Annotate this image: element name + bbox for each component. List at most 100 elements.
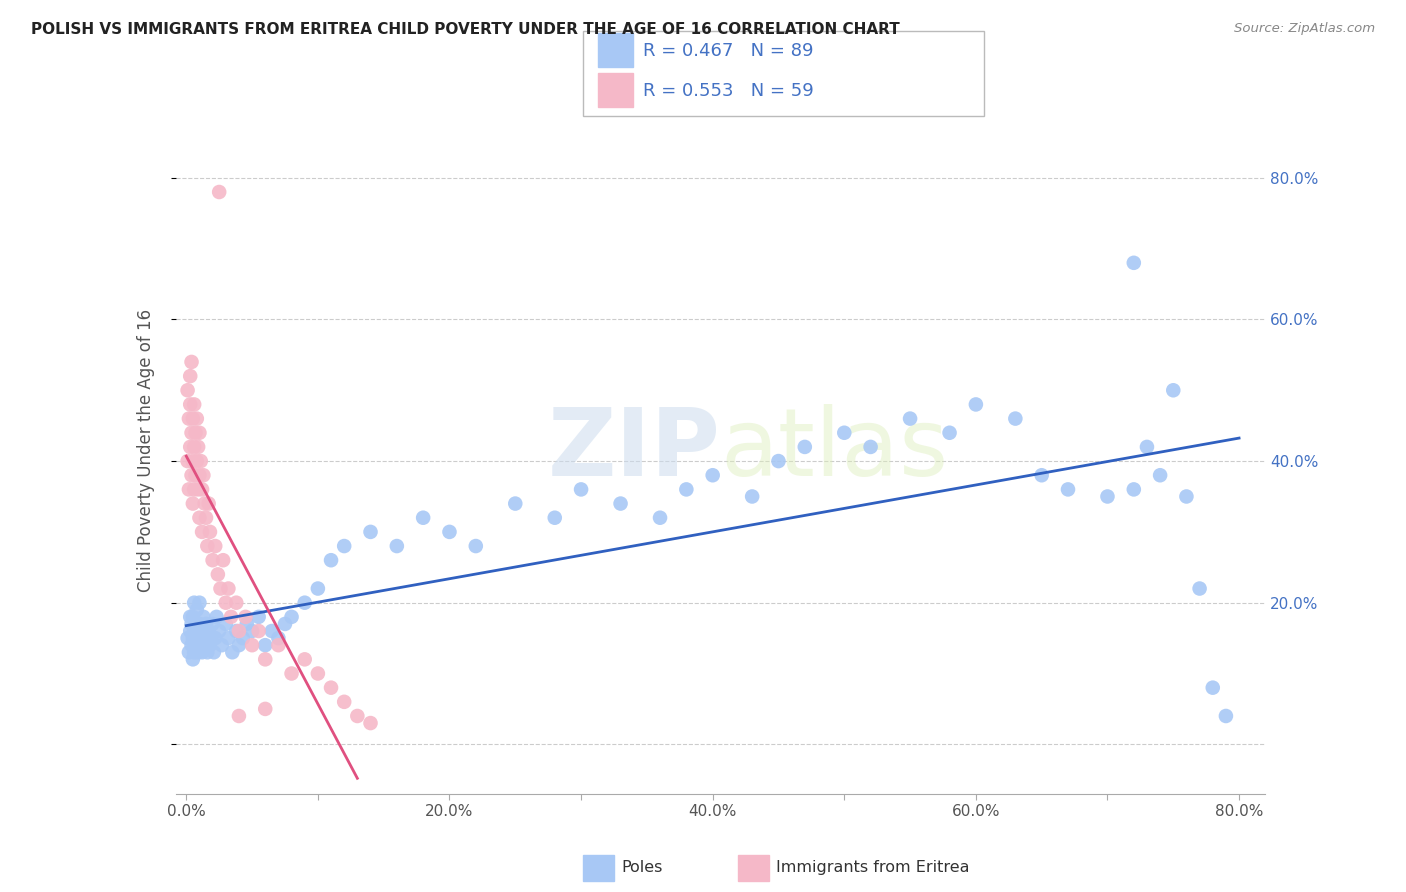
Point: [205, 610, 228, 624]
Bar: [598, 33, 633, 67]
Point: [768, 454, 790, 468]
FancyBboxPatch shape: [583, 31, 984, 116]
Point: [307, 582, 329, 596]
Point: [240, 624, 263, 638]
Text: R = 0.553   N = 59: R = 0.553 N = 59: [643, 82, 813, 100]
Point: [186, 454, 208, 468]
Point: [1122, 256, 1144, 270]
Point: [186, 411, 208, 425]
Point: [360, 524, 382, 539]
Point: [181, 411, 204, 425]
Point: [195, 616, 218, 631]
Point: [183, 645, 205, 659]
Point: [228, 624, 250, 638]
Point: [194, 497, 217, 511]
Point: [177, 411, 200, 425]
Point: [179, 610, 201, 624]
Y-axis label: Child Poverty Under the Age of 16: Child Poverty Under the Age of 16: [136, 309, 155, 592]
Point: [193, 468, 215, 483]
Point: [188, 638, 211, 652]
Bar: [583, 855, 614, 881]
Point: [702, 468, 724, 483]
Point: [569, 483, 592, 497]
Point: [254, 638, 277, 652]
Point: [202, 645, 225, 659]
Point: [333, 695, 356, 709]
Point: [280, 610, 302, 624]
Point: [267, 638, 290, 652]
Point: [225, 624, 247, 638]
Point: [280, 666, 302, 681]
Point: [209, 582, 232, 596]
Point: [188, 425, 211, 440]
Point: [207, 567, 229, 582]
Point: [254, 702, 277, 716]
Point: [360, 716, 382, 731]
Point: [1122, 483, 1144, 497]
Point: [212, 553, 235, 567]
Point: [1202, 681, 1225, 695]
Bar: [598, 73, 633, 107]
Point: [195, 631, 218, 645]
Point: [198, 524, 221, 539]
Point: [260, 624, 283, 638]
Point: [177, 645, 200, 659]
Point: [191, 524, 214, 539]
Point: [181, 454, 204, 468]
Point: [464, 539, 486, 553]
Point: [503, 497, 526, 511]
Point: [180, 425, 202, 440]
Point: [1057, 483, 1080, 497]
Point: [385, 539, 408, 553]
Point: [217, 582, 239, 596]
Point: [183, 596, 205, 610]
Point: [197, 497, 219, 511]
Point: [184, 468, 207, 483]
Point: [184, 425, 207, 440]
Point: [221, 645, 243, 659]
Point: [190, 631, 212, 645]
Text: ZIP: ZIP: [548, 404, 721, 497]
Point: [254, 652, 277, 666]
Point: [201, 616, 224, 631]
Point: [215, 596, 238, 610]
Point: [187, 645, 209, 659]
Point: [208, 185, 231, 199]
Point: [181, 497, 204, 511]
Point: [183, 440, 205, 454]
Point: [439, 524, 461, 539]
Point: [188, 596, 211, 610]
Text: Source: ZipAtlas.com: Source: ZipAtlas.com: [1234, 22, 1375, 36]
Point: [179, 369, 201, 384]
Point: [180, 468, 202, 483]
Point: [204, 631, 226, 645]
Point: [412, 510, 434, 524]
Point: [648, 510, 671, 524]
Point: [179, 624, 201, 638]
Point: [179, 440, 201, 454]
Point: [191, 624, 214, 638]
Point: [938, 425, 960, 440]
Point: [204, 539, 226, 553]
Point: [181, 610, 204, 624]
Point: [609, 497, 631, 511]
Point: [183, 483, 205, 497]
Point: [195, 645, 218, 659]
Point: [1215, 709, 1237, 723]
Point: [188, 616, 211, 631]
Point: [346, 709, 368, 723]
Point: [183, 624, 205, 638]
Point: [208, 624, 231, 638]
Point: [965, 397, 987, 411]
Point: [176, 454, 198, 468]
Point: [247, 610, 270, 624]
Point: [228, 709, 250, 723]
Text: atlas: atlas: [721, 404, 949, 497]
Point: [191, 645, 214, 659]
Bar: [738, 855, 769, 881]
Point: [1175, 490, 1198, 504]
Point: [186, 631, 208, 645]
Point: [191, 483, 214, 497]
Point: [793, 440, 815, 454]
Point: [215, 616, 238, 631]
